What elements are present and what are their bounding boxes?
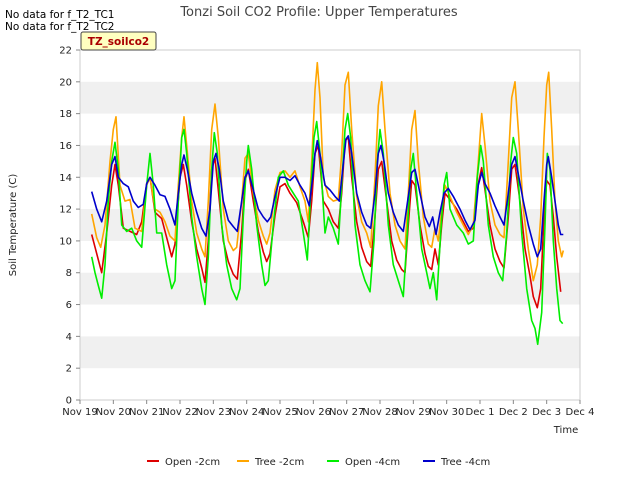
legend-item: Tree -4cm xyxy=(423,457,490,468)
legend-item: Open -4cm xyxy=(327,457,400,468)
x-tick-label: Nov 21 xyxy=(129,407,164,418)
series-line-tree-2cm xyxy=(90,61,565,282)
plot-frame xyxy=(79,49,581,401)
y-axis: 0 2 4 6 8 10 12 14 16 18 20 22 xyxy=(59,46,80,407)
x-tick-label: Nov 29 xyxy=(396,407,431,418)
y-tick-label: 10 xyxy=(59,236,72,247)
x-tick-label: Nov 24 xyxy=(229,407,264,418)
legend-item: Open -2cm xyxy=(147,457,220,468)
y-tick-label: 18 xyxy=(59,109,72,120)
no-data-note-2: No data for f_T2_TC2 xyxy=(5,21,114,33)
legend-label: Tree -4cm xyxy=(440,457,490,468)
x-tick-label: Nov 28 xyxy=(362,407,397,418)
grid-band xyxy=(80,336,580,369)
x-tick-label: Nov 26 xyxy=(296,407,331,418)
y-tick-label: 16 xyxy=(59,141,72,152)
grid-band xyxy=(80,272,580,305)
site-badge: TZ_soilco2 xyxy=(80,31,157,51)
legend-label: Open -2cm xyxy=(165,457,220,468)
y-tick-label: 8 xyxy=(66,268,72,279)
x-tick-label: Nov 25 xyxy=(262,407,297,418)
site-badge-label: TZ_soilco2 xyxy=(88,36,149,48)
legend-item: Tree -2cm xyxy=(237,457,304,468)
y-tick-label: 20 xyxy=(59,77,72,88)
y-tick-label: 12 xyxy=(59,205,72,216)
grid-band xyxy=(80,81,580,114)
x-tick-label: Nov 20 xyxy=(96,407,131,418)
x-tick-label: Nov 30 xyxy=(429,407,464,418)
y-tick-label: 4 xyxy=(66,332,72,343)
x-tick-label: Nov 23 xyxy=(196,407,231,418)
x-tick-label: Dec 3 xyxy=(532,407,561,418)
y-tick-label: 2 xyxy=(66,364,72,375)
legend: Open -2cm Tree -2cm Open -4cm Tree -4cm xyxy=(147,457,490,468)
site-badge-box xyxy=(80,31,157,51)
x-tick-label: Dec 1 xyxy=(466,407,495,418)
legend-label: Open -4cm xyxy=(345,457,400,468)
y-tick-label: 6 xyxy=(66,300,72,311)
chart-title: Tonzi Soil CO2 Profile: Upper Temperatur… xyxy=(179,5,458,20)
no-data-note-1: No data for f_T2_TC1 xyxy=(5,9,114,21)
legend-label: Tree -2cm xyxy=(254,457,304,468)
grid-bands xyxy=(80,81,580,369)
x-axis-label: Time xyxy=(553,425,578,436)
x-tick-label: Nov 19 xyxy=(62,407,97,418)
series-line-tree-4cm xyxy=(90,135,564,258)
x-tick-label: Dec 4 xyxy=(566,407,595,418)
y-tick-label: 14 xyxy=(59,173,72,184)
grid-band xyxy=(80,145,580,178)
x-tick-label: Nov 22 xyxy=(162,407,197,418)
series-layer xyxy=(90,61,565,346)
series-line-open-4cm xyxy=(90,112,564,346)
x-tick-label: Nov 27 xyxy=(329,407,364,418)
x-tick-label: Dec 2 xyxy=(499,407,528,418)
y-tick-label: 22 xyxy=(59,46,72,57)
y-axis-label: Soil Temperature (C) xyxy=(8,174,19,277)
y-tick-label: 0 xyxy=(66,396,72,407)
